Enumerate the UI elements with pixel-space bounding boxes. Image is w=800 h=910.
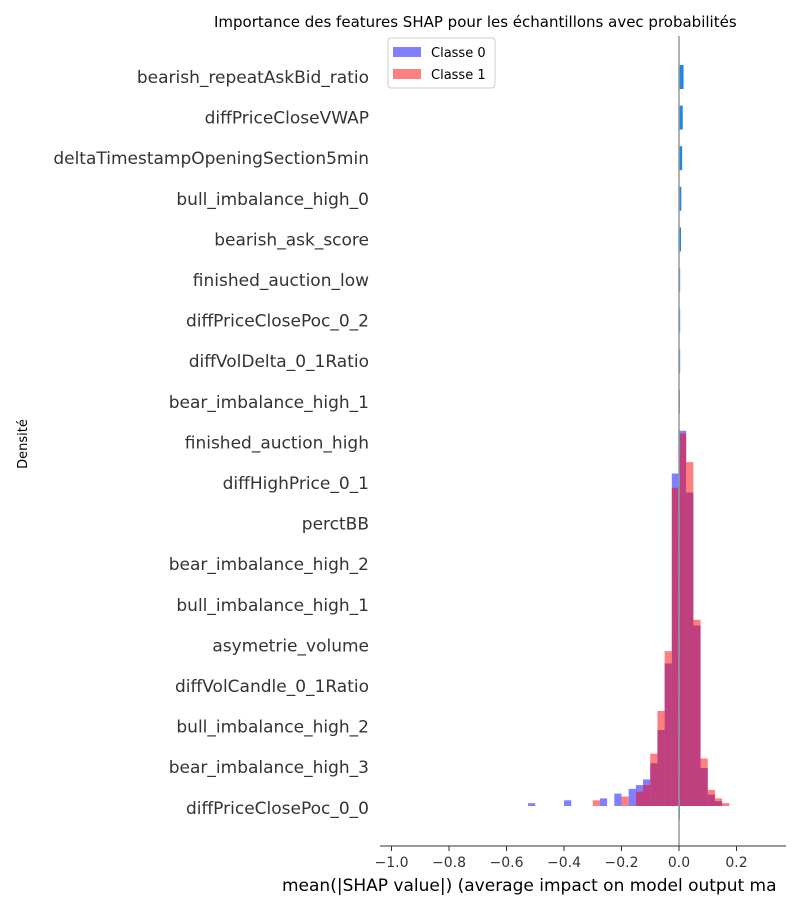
feature-label-0: bearish_repeatAskBid_ratio — [137, 68, 369, 88]
feature-label-13: bull_imbalance_high_1 — [176, 596, 369, 616]
hist-bin-classe-1-0 — [592, 800, 600, 806]
y-axis-label: Densité — [16, 419, 31, 469]
hist-bin-classe-1-3 — [643, 785, 651, 806]
legend-label-classe-1: Classe 1 — [431, 68, 486, 83]
feature-label-4: bearish_ask_score — [214, 230, 369, 250]
legend-swatch-classe-0 — [393, 47, 421, 57]
feature-label-18: diffPriceClosePoc_0_0 — [186, 799, 369, 819]
x-axis: −1.0 −0.8 −0.6 −0.4 −0.2 0.0 0.2 — [375, 845, 786, 871]
legend-swatch-classe-1 — [393, 69, 421, 79]
feature-label-1: diffPriceCloseVWAP — [205, 109, 369, 129]
feature-label-17: bear_imbalance_high_3 — [169, 758, 369, 778]
hist-bin-classe-1-13 — [714, 798, 723, 806]
hist-bin-classe-0-0 — [528, 803, 536, 806]
hist-bin-classe-1-7 — [671, 487, 679, 806]
feature-bar-0 — [679, 65, 684, 89]
hist-bin-classe-1-1 — [621, 796, 629, 806]
feature-label-9: finished_auction_high — [185, 433, 369, 453]
hist-bin-classe-1-4 — [650, 753, 658, 806]
chart-title: Importance des features SHAP pour les éc… — [214, 13, 737, 31]
feature-label-6: diffPriceClosePoc_0_2 — [186, 312, 369, 332]
x-axis-label: mean(|SHAP value|) (average impact on mo… — [282, 876, 777, 896]
hist-bin-classe-0-3 — [614, 793, 622, 806]
x-tick-label-4: −0.2 — [605, 855, 639, 871]
density-histogram — [528, 430, 730, 806]
feature-label-11: perctBB — [302, 515, 369, 535]
hist-bin-classe-1-9 — [686, 462, 694, 806]
legend-label-classe-0: Classe 0 — [431, 46, 486, 61]
feature-label-12: bear_imbalance_high_2 — [169, 555, 369, 575]
feature-label-16: bull_imbalance_high_2 — [176, 718, 369, 738]
hist-bin-classe-1-12 — [707, 789, 715, 806]
x-tick-label-5: 0.0 — [668, 855, 690, 871]
x-tick-label-3: −0.4 — [547, 855, 581, 871]
feature-label-14: asymetrie_volume — [212, 636, 369, 656]
hist-bin-classe-1-8 — [679, 433, 687, 806]
feature-bar-1 — [679, 105, 683, 130]
hist-bin-classe-1-10 — [693, 619, 701, 806]
hist-bin-classe-1-2 — [635, 791, 644, 806]
legend: Classe 0 Classe 1 — [387, 37, 496, 89]
hist-bin-classe-1-14 — [722, 803, 730, 806]
feature-label-8: bear_imbalance_high_1 — [169, 393, 369, 413]
feature-label-2: deltaTimestampOpeningSection5min — [53, 149, 369, 169]
hist-bin-classe-0-2 — [599, 798, 608, 806]
hist-bin-classe-0-4 — [628, 788, 636, 806]
feature-bar-3 — [679, 186, 682, 211]
hist-bin-classe-1-6 — [664, 651, 672, 806]
hist-bin-classe-1-5 — [657, 711, 665, 806]
feature-label-15: diffVolCandle_0_1Ratio — [175, 677, 369, 697]
hist-bin-classe-0-1 — [564, 800, 572, 806]
feature-importance-bars: bearish_repeatAskBid_ratio diffPriceClose… — [53, 65, 684, 820]
x-tick-label-0: −1.0 — [375, 855, 409, 871]
feature-bar-4 — [679, 227, 682, 252]
feature-label-3: bull_imbalance_high_0 — [176, 190, 369, 210]
x-tick-label-2: −0.6 — [490, 855, 524, 871]
feature-label-7: diffVolDelta_0_1Ratio — [189, 352, 369, 372]
feature-bar-2 — [679, 146, 683, 171]
feature-label-5: finished_auction_low — [193, 271, 369, 291]
x-tick-label-1: −0.8 — [432, 855, 466, 871]
feature-label-10: diffHighPrice_0_1 — [223, 474, 369, 494]
hist-bin-classe-1-11 — [700, 758, 708, 806]
x-tick-label-6: 0.2 — [725, 855, 747, 871]
